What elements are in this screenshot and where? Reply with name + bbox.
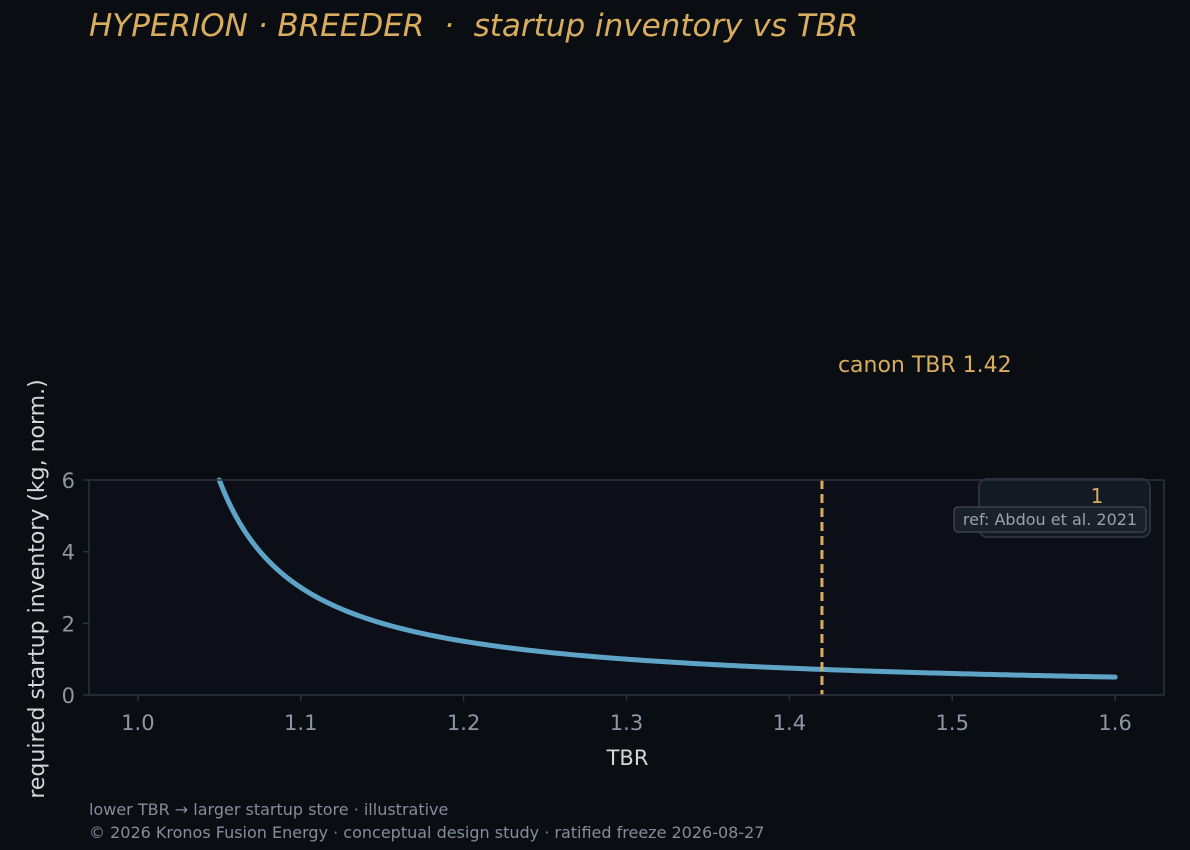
x-tick-label: 1.2 [447,711,480,735]
y-tick-label: 0 [62,684,75,708]
series-line-0 [216,477,1118,680]
x-tick-label: 1.4 [773,711,806,735]
x-tick-label: 1.3 [610,711,643,735]
y-tick-label: 4 [62,541,75,565]
x-tick-label: 1.1 [284,711,317,735]
chart-title: HYPERION · BREEDER · startup inventory v… [89,8,859,44]
reference-box: ref: Abdou et al. 2021 [953,506,1147,533]
reference-label: ref: Abdou et al. 2021 [963,510,1137,529]
y-tick-label: 2 [62,612,75,636]
formula-numerator: 1 [1091,484,1104,508]
x-tick-label: 1.5 [936,711,969,735]
footer-copyright: © 2026 Kronos Fusion Energy · conceptual… [89,823,765,842]
axes-layer: 1.0 1.1 1.2 1.3 1.4 1.5 1.6 0 2 4 6 [62,469,1165,735]
x-tick-label: 1.6 [1098,711,1131,735]
canon-tbr-label: canon TBR 1.42 [838,353,1012,378]
y-tick-label: 6 [62,469,75,493]
x-axis-label: TBR [606,746,649,770]
x-tick-label: 1.0 [121,711,154,735]
y-axis-label: required startup inventory (kg, norm.) [25,379,50,798]
footer-note: lower TBR → larger startup store · illus… [89,800,449,819]
